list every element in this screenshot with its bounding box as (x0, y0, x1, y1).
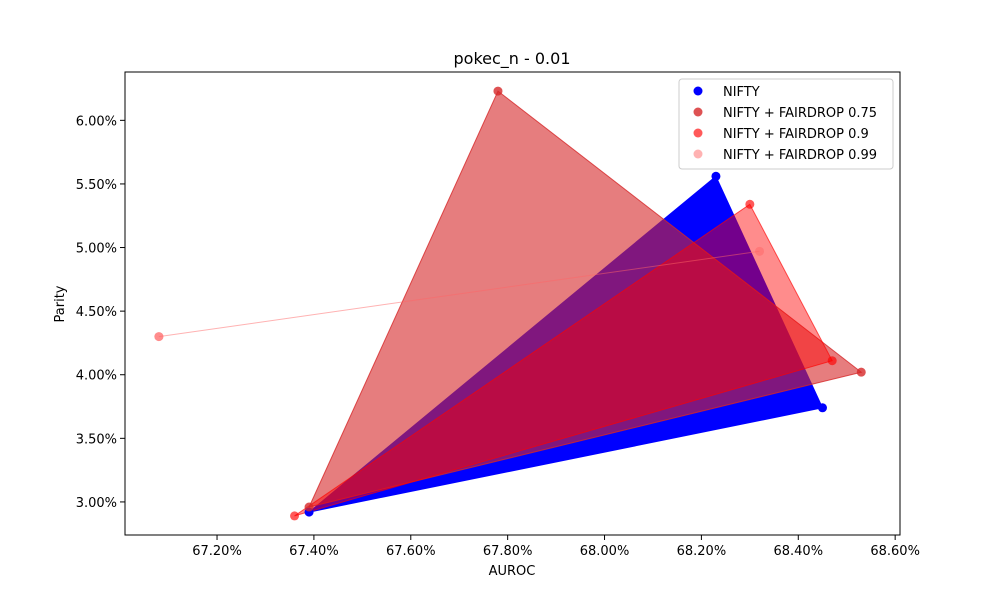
y-tick-label-0: 3.00% (76, 496, 117, 511)
series-3-point-2 (154, 332, 164, 342)
y-axis-ticks: 3.00% 3.50% 4.00% 4.50% 5.00% 5.50% 6.00% (76, 114, 125, 511)
y-tick-label-6: 6.00% (76, 114, 117, 129)
legend-label-0: NIFTY (723, 85, 760, 100)
x-tick-label-2: 67.60% (386, 544, 436, 559)
x-tick-label-3: 67.80% (483, 544, 533, 559)
series-2-polygon (294, 203, 833, 517)
x-tick-label-7: 68.60% (870, 544, 920, 559)
x-tick-label-1: 67.40% (289, 544, 339, 559)
x-axis-label: AUROC (489, 564, 536, 579)
plot-frame (124, 71, 901, 536)
legend-marker-1 (693, 107, 703, 117)
chart-title: pokec_n - 0.01 (454, 49, 571, 69)
y-tick-label-4: 5.00% (76, 242, 117, 257)
x-tick-label-4: 68.00% (580, 544, 630, 559)
legend-marker-0 (693, 86, 703, 96)
x-tick-label-6: 68.40% (773, 544, 823, 559)
legend-box (678, 78, 894, 170)
x-tick-label-5: 68.20% (677, 544, 727, 559)
series-2-point-0 (290, 511, 300, 521)
series-1-point-0 (304, 502, 314, 512)
series-1-point-1 (493, 86, 503, 96)
y-tick-label-2: 4.00% (76, 369, 117, 384)
x-axis-ticks: 67.20% 67.40% 67.60% 67.80% 68.00% 68.20% 68.4… (192, 535, 920, 559)
series-points (154, 86, 866, 521)
legend-marker-3 (693, 149, 703, 159)
legend-label-2: NIFTY + FAIRDROP 0.9 (723, 127, 869, 142)
legend-marker-2 (693, 128, 703, 138)
y-tick-label-3: 4.50% (76, 305, 117, 320)
y-axis-label: Parity (53, 285, 68, 322)
x-tick-label-0: 67.20% (192, 544, 242, 559)
series-polygons (158, 90, 863, 517)
series-3-point-1 (755, 246, 765, 256)
series-2-point-2 (827, 356, 837, 366)
series-1-point-2 (856, 367, 866, 377)
series-2-point-1 (745, 199, 755, 209)
y-tick-label-5: 5.50% (76, 178, 117, 193)
series-1-polygon (308, 90, 863, 508)
legend: NIFTY NIFTY + FAIRDROP 0.75 NIFTY + FAIRDR… (678, 78, 894, 170)
series-0-point-1 (711, 171, 721, 181)
series-0-point-2 (818, 403, 827, 413)
legend-label-3: NIFTY + FAIRDROP 0.99 (723, 148, 877, 163)
y-tick-label-1: 3.50% (76, 432, 117, 447)
legend-label-1: NIFTY + FAIRDROP 0.75 (723, 106, 877, 121)
